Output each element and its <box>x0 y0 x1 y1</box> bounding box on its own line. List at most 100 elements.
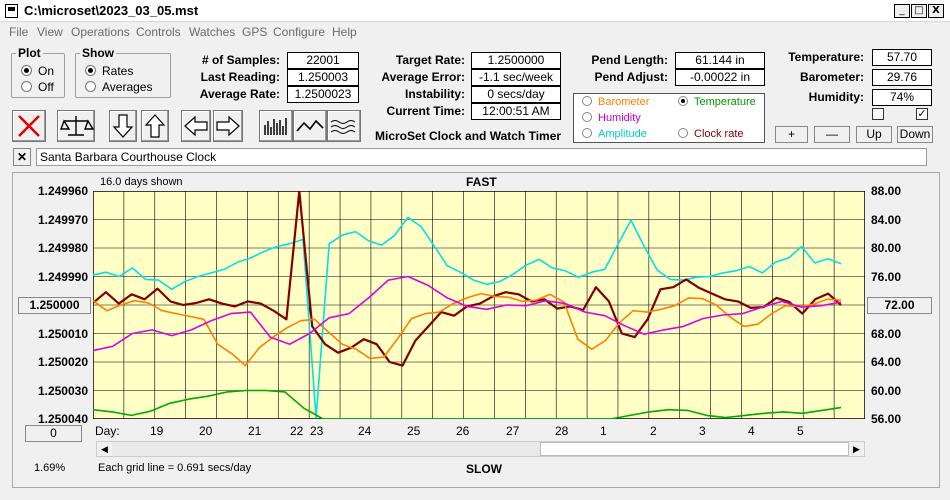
x-tick-label: 4 <box>748 424 755 438</box>
show-group: Show <box>75 46 171 98</box>
bar-graph-button[interactable] <box>259 110 293 142</box>
menu-controls[interactable]: Controls <box>136 25 181 39</box>
x-tick-label: 24 <box>358 424 372 438</box>
rate-chart[interactable] <box>93 191 865 419</box>
show-averages-radio[interactable]: Averages <box>85 80 152 94</box>
x-tick-label: 20 <box>199 424 213 438</box>
radio-icon <box>85 81 96 92</box>
plot-barometer-label: Barometer <box>598 96 650 108</box>
menu-operations[interactable]: Operations <box>71 25 130 39</box>
checkbox-1[interactable] <box>872 108 884 120</box>
window-title: C:\microset\2023_03_05.mst <box>24 3 199 18</box>
current-time-value: 12:00:51 AM <box>471 103 561 120</box>
menu-file[interactable]: File <box>9 25 29 39</box>
temperature-label: Temperature: <box>788 50 864 64</box>
plot-off-label: Off <box>38 80 54 94</box>
y-right-tick: 88.00 <box>871 184 902 198</box>
y-right-tick: 76.00 <box>871 269 902 284</box>
menu-view[interactable]: View <box>37 25 63 39</box>
move-down-button[interactable] <box>109 110 137 142</box>
y-right-tick: 56.00 <box>871 412 902 426</box>
x-tick-label: 23 <box>310 424 324 438</box>
decrease-button[interactable]: — <box>814 126 850 143</box>
horizontal-scrollbar[interactable]: ◀ ▶ <box>96 441 865 457</box>
plot-on-radio[interactable]: On <box>21 64 54 78</box>
humidity-label: Humidity: <box>808 90 864 104</box>
x-tick-label: 3 <box>699 424 706 438</box>
line-graph-icon <box>296 119 324 132</box>
average-rate-value: 1.2500023 <box>287 86 359 103</box>
y-right-tick: 84.00 <box>871 212 902 227</box>
y-left-tick: 1.249960 <box>37 184 88 198</box>
clear-button[interactable] <box>12 110 46 142</box>
center-left-button[interactable]: 1.250000 <box>18 297 91 314</box>
scroll-left-button[interactable] <box>181 110 211 142</box>
radio-selected-icon <box>21 65 32 76</box>
plot-temperature-radio[interactable]: Temperature <box>678 96 756 108</box>
pend-length-value: 61.144 in <box>675 52 765 69</box>
show-rates-radio[interactable]: Rates <box>85 64 133 78</box>
series-line-amplitude <box>93 216 842 419</box>
plot-amplitude-radio[interactable]: Amplitude <box>582 128 647 140</box>
wave-graph-button[interactable] <box>327 110 361 142</box>
average-rate-label: Average Rate: <box>199 87 280 101</box>
menu-gps[interactable]: GPS <box>242 25 268 39</box>
target-rate-label: Target Rate: <box>395 53 465 67</box>
plot-clock-rate-radio[interactable]: Clock rate <box>678 128 744 140</box>
fast-label: FAST <box>466 175 497 189</box>
minimize-button[interactable]: _ <box>894 4 910 18</box>
x-tick-label: 27 <box>506 424 520 438</box>
scroll-right-button[interactable] <box>213 110 243 142</box>
plot-humidity-label: Humidity <box>598 112 641 124</box>
center-right-button[interactable]: 72.00 <box>867 297 932 314</box>
menu-watches[interactable]: Watches <box>189 25 236 39</box>
plot-humidity-radio[interactable]: Humidity <box>582 112 641 124</box>
offset-button[interactable]: 0 <box>25 425 82 442</box>
close-clock-button[interactable]: ✕ <box>13 148 31 166</box>
x-tick-label: 22 <box>290 424 304 438</box>
down-button[interactable]: Down <box>897 126 933 143</box>
humidity-value: 74% <box>872 89 932 106</box>
menu-help[interactable]: Help <box>332 25 357 39</box>
checkbox-2[interactable]: ✓ <box>916 108 928 120</box>
arrow-left-icon <box>184 115 208 137</box>
radio-icon <box>582 96 592 106</box>
close-window-button[interactable]: X <box>928 4 944 18</box>
y-left-tick: 1.250040 <box>37 412 88 426</box>
balance-button[interactable] <box>57 110 95 142</box>
app-name: MicroSet Clock and Watch Timer <box>375 129 562 143</box>
menu-configure[interactable]: Configure <box>273 25 326 39</box>
plot-barometer-radio[interactable]: Barometer <box>582 96 649 108</box>
radio-icon <box>21 81 32 92</box>
y-left-tick: 1.250010 <box>37 326 88 341</box>
scrollbar-thumb[interactable] <box>540 442 849 456</box>
move-up-button[interactable] <box>141 110 169 142</box>
scroll-right-arrow-icon[interactable]: ▶ <box>849 442 864 456</box>
x-tick-label: 1 <box>600 424 607 438</box>
radio-icon <box>582 112 592 122</box>
scroll-left-arrow-icon[interactable]: ◀ <box>97 442 112 456</box>
maximize-button[interactable]: □ <box>911 4 927 18</box>
line-graph-button[interactable] <box>293 110 327 142</box>
x-tick-label: 2 <box>650 424 657 438</box>
series-line-barometer <box>93 292 842 367</box>
radio-selected-icon <box>85 65 96 76</box>
chart-series <box>93 191 842 419</box>
plot-off-radio[interactable]: Off <box>21 80 54 94</box>
average-error-label: Average Error: <box>381 70 465 84</box>
plot-amplitude-label: Amplitude <box>598 128 647 140</box>
plot-group-title: Plot <box>18 46 41 60</box>
y-right-tick: 64.00 <box>871 355 902 369</box>
pend-length-label: Pend Length: <box>591 53 668 67</box>
barometer-value: 29.76 <box>872 69 932 86</box>
y-left-tick: 1.249980 <box>37 241 88 255</box>
x-tick-label: 19 <box>150 424 164 438</box>
clock-name-field[interactable]: Santa Barbara Courthouse Clock <box>36 148 927 166</box>
y-left-tick: 1.250030 <box>37 383 88 398</box>
x-tick-label: 26 <box>456 424 470 438</box>
up-button[interactable]: Up <box>856 126 892 143</box>
plot-clock-rate-label: Clock rate <box>694 128 744 140</box>
days-shown-label: 16.0 days shown <box>100 176 183 188</box>
last-reading-label: Last Reading: <box>200 70 280 84</box>
increase-button[interactable]: + <box>775 126 808 143</box>
